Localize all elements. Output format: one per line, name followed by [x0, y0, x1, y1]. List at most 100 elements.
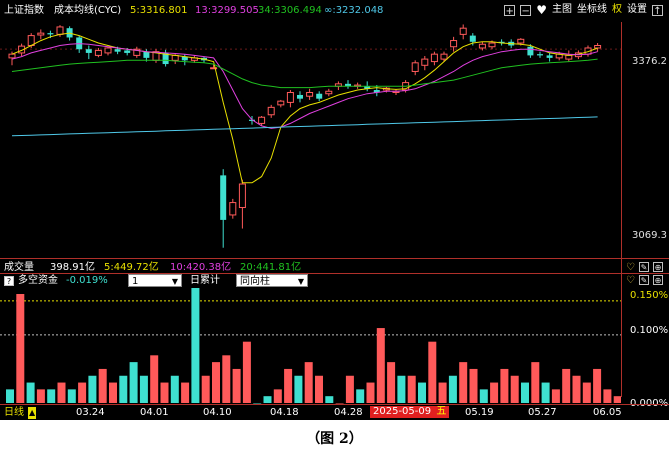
date-tick: 04.28 — [334, 407, 363, 418]
candle-body — [364, 86, 371, 89]
indicator-bar — [222, 355, 231, 403]
date-tick: 05.19 — [465, 407, 494, 418]
indicator-bar — [459, 362, 468, 403]
indicator-bar — [232, 368, 241, 403]
main-toolbar: + − ♥ 主图 坐标线 权 设置 ↑ — [504, 3, 663, 17]
indicator-bar — [170, 375, 179, 403]
indicator-bar — [356, 389, 365, 403]
candle-body — [181, 56, 188, 61]
indicator-bar — [397, 375, 406, 403]
figure-caption: （图 2） — [306, 431, 363, 447]
rights-adjust-button[interactable]: 权 — [612, 4, 622, 15]
bar-style-select[interactable]: 同向柱 ▼ — [236, 274, 308, 287]
indicator-heart-icon[interactable]: ♡ — [626, 275, 635, 286]
favorite-heart-icon[interactable]: ♥ — [536, 3, 547, 17]
ma13-readout: 13:3299.505 — [195, 5, 259, 16]
indicator-bar — [16, 294, 25, 403]
indicator-bar — [212, 362, 220, 403]
indicator-bar — [572, 375, 581, 403]
indicator-bar — [273, 389, 282, 403]
period-select[interactable]: 1 ▼ — [128, 274, 182, 287]
candle-body — [430, 53, 438, 63]
volume-ma20: 20:441.81亿 — [240, 262, 302, 273]
candle-body — [325, 90, 333, 95]
candle-body — [440, 53, 448, 60]
indicator-bar — [263, 396, 272, 403]
indicator-bar — [551, 389, 560, 403]
period-flag-icon[interactable]: ▲ — [28, 407, 37, 419]
indicator-bar — [613, 396, 621, 403]
volume-ma10: 10:420.38亿 — [170, 262, 232, 273]
date-tick: 06.05 — [593, 407, 622, 418]
indicator-chart[interactable] — [0, 288, 621, 405]
indicator-bar — [160, 382, 169, 403]
indicator-bar — [376, 328, 385, 403]
period-label[interactable]: 日线 — [4, 407, 24, 418]
volume-edit-icon[interactable]: ✎ — [639, 262, 649, 272]
candle-body — [258, 116, 266, 124]
indicator-bar — [562, 368, 571, 403]
indicator-bar — [438, 382, 447, 403]
candle-body — [18, 45, 26, 54]
candle-body — [162, 52, 169, 65]
indicator-bar — [387, 362, 396, 403]
indicator-zoom-icon[interactable]: ⊕ — [653, 275, 663, 285]
indicator-toolbar: ? 多空资金 -0.019% 日累计 ♡ ✎ ⊕ — [0, 274, 669, 288]
indicator-axis-tick: 0.000% — [630, 398, 668, 410]
zoom-in-icon[interactable]: + — [504, 4, 516, 17]
indicator-bar — [57, 382, 66, 403]
indicator-bar — [98, 368, 107, 403]
indicator-bar — [335, 403, 344, 404]
indicator-bar — [428, 341, 437, 403]
candle-body — [94, 49, 102, 56]
main-chart-header: 上证指数 成本均线(CYC) 5:3316.801 13:3299.505 34… — [0, 0, 669, 22]
zoom-out-icon[interactable]: − — [520, 4, 532, 17]
settings-button[interactable]: 设置 — [627, 4, 647, 15]
indicator-bar — [366, 382, 375, 403]
candle-body — [498, 41, 505, 44]
candle-body — [133, 48, 141, 56]
candle-body — [47, 33, 54, 35]
index-name[interactable]: 上证指数 — [4, 5, 44, 16]
indicator-bar — [294, 375, 303, 403]
help-icon[interactable]: ? — [4, 276, 14, 286]
candle-body — [8, 53, 16, 59]
candle-body — [478, 43, 486, 49]
candle-body — [316, 93, 323, 99]
volume-indicator-separator — [0, 273, 669, 274]
volume-zoom-icon[interactable]: ⊕ — [653, 262, 663, 272]
indicator-bar — [191, 288, 200, 403]
date-axis: 日线 ▲ 03.24 04.01 04.10 04.18 04.28 2025-… — [0, 405, 669, 420]
cursor-date-badge: 2025-05-09 五 — [370, 406, 450, 418]
indicator-bar — [345, 375, 354, 403]
ma34-readout: 34:3306.494 — [258, 5, 322, 16]
indicator-bar — [181, 382, 190, 403]
indicator-name[interactable]: 成本均线(CYC) — [54, 5, 122, 16]
arrow-up-icon[interactable]: ↑ — [652, 4, 663, 17]
indicator-edit-icon[interactable]: ✎ — [639, 275, 649, 285]
main-chart-button[interactable]: 主图 — [552, 4, 572, 15]
chevron-down-icon: ▼ — [297, 277, 304, 286]
candle-body — [210, 67, 218, 70]
indicator-bar — [315, 375, 323, 403]
indicator-bar — [26, 382, 35, 403]
candle-body — [249, 119, 255, 121]
volume-heart-icon[interactable]: ♡ — [626, 262, 635, 273]
candle-body — [527, 46, 534, 56]
indicator-name[interactable]: 多空资金 — [18, 275, 58, 286]
candle-body — [56, 26, 64, 35]
indicator-bar — [88, 375, 97, 403]
indicator-bar — [150, 355, 159, 403]
price-chart[interactable] — [0, 22, 621, 257]
indicator-bar — [119, 375, 128, 403]
period-select-value: 1 — [132, 276, 139, 287]
indicator-bar — [510, 375, 519, 403]
indicator-bar — [531, 362, 540, 403]
indicator-bar — [469, 368, 478, 403]
date-tick: 05.27 — [528, 407, 557, 418]
coordinate-line-button[interactable]: 坐标线 — [577, 4, 607, 15]
stock-chart-window: 上证指数 成本均线(CYC) 5:3316.801 13:3299.505 34… — [0, 0, 669, 420]
indicator-bar — [6, 389, 14, 403]
candle-body — [421, 58, 429, 66]
indicator-panel-tools: ♡ ✎ ⊕ — [626, 275, 663, 287]
